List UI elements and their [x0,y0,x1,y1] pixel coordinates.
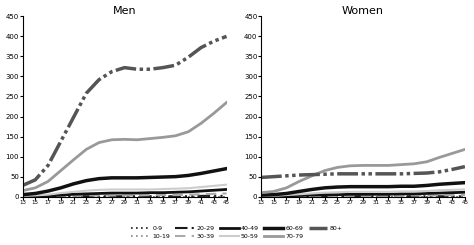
Legend: 0-9, 10-19, 20-29, 30-39, 40-49, 50-59, 60-69, 70-79, 80+: 0-9, 10-19, 20-29, 30-39, 40-49, 50-59, … [129,223,345,242]
Title: Women: Women [342,6,384,15]
Title: Men: Men [113,6,137,15]
